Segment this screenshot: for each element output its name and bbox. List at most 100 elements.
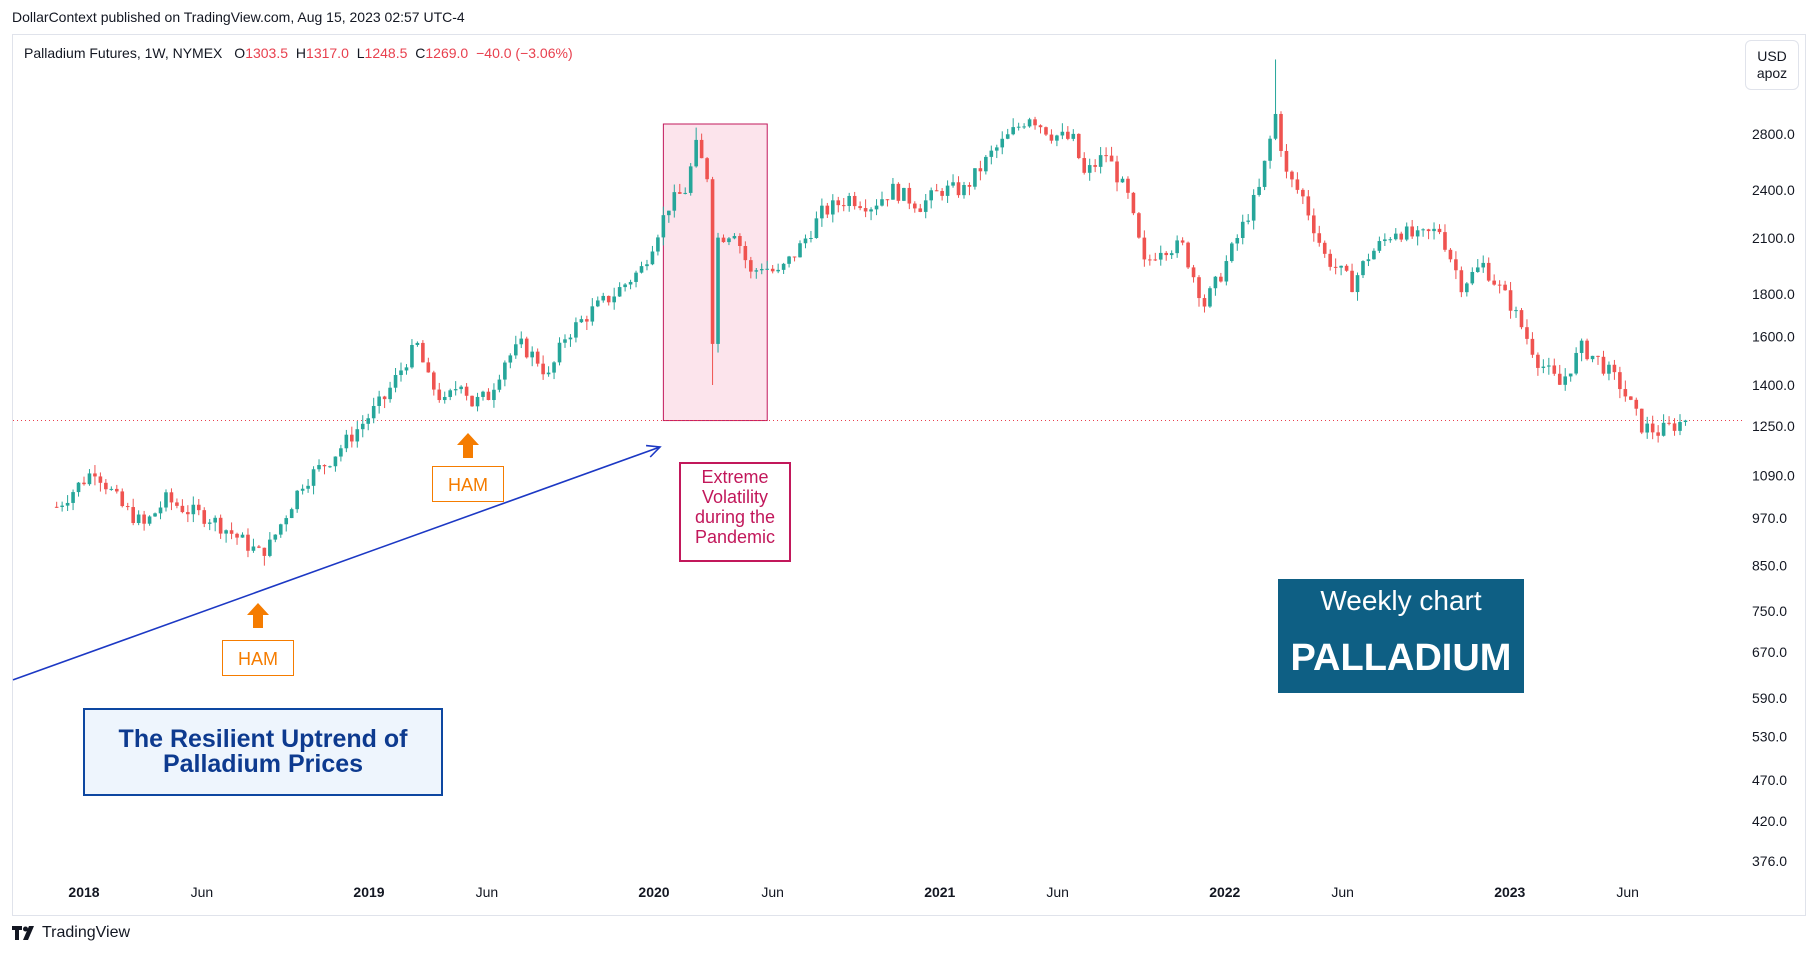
palladium-badge: PALLADIUM — [1278, 623, 1524, 693]
candle — [705, 157, 709, 183]
candle — [1322, 240, 1327, 258]
candle — [1541, 359, 1546, 374]
candle — [1344, 264, 1349, 272]
y-tick-label: 1250.0 — [1752, 418, 1795, 434]
candle — [1027, 117, 1032, 128]
candle — [535, 348, 540, 367]
volatility-callout: Extreme Volatility during the Pandemic — [679, 462, 791, 562]
candle — [65, 495, 70, 511]
candle — [563, 334, 567, 348]
candle — [1683, 419, 1688, 426]
x-tick-label: 2021 — [924, 884, 955, 900]
candle — [672, 184, 677, 218]
candle — [251, 538, 256, 553]
candle — [153, 512, 157, 517]
candle — [858, 201, 862, 211]
candle — [1022, 123, 1026, 129]
candle — [1098, 147, 1103, 174]
candle — [300, 484, 305, 495]
candle — [798, 240, 802, 258]
candle — [1306, 190, 1311, 221]
open-value: 1303.5 — [245, 45, 289, 61]
candle — [1503, 280, 1507, 291]
candle — [1618, 366, 1622, 399]
candle — [240, 532, 245, 538]
candle — [1235, 234, 1240, 251]
candle — [765, 261, 770, 270]
ham-label-2018: HAM — [222, 640, 294, 676]
candle — [595, 296, 600, 308]
candle — [1202, 294, 1207, 313]
candle — [404, 364, 409, 375]
candle — [437, 382, 442, 403]
candle — [1607, 361, 1611, 381]
candle — [1301, 188, 1305, 205]
tradingview-brand: TradingView — [42, 924, 131, 941]
candle — [1186, 241, 1190, 270]
low-value: 1248.5 — [364, 45, 408, 61]
candle — [257, 544, 261, 549]
candle — [131, 498, 135, 526]
x-tick-label: Jun — [1046, 884, 1069, 900]
y-tick-label: 530.0 — [1752, 729, 1787, 745]
candle — [1563, 368, 1568, 391]
candle — [546, 366, 551, 377]
candle — [1601, 350, 1606, 376]
candle — [382, 395, 387, 409]
candle — [623, 283, 627, 292]
y-tick-label: 750.0 — [1752, 603, 1787, 619]
candle — [388, 381, 392, 403]
candle — [852, 191, 857, 210]
candle — [136, 510, 141, 526]
candle — [585, 315, 589, 331]
candle — [186, 505, 190, 523]
candle — [1038, 124, 1043, 134]
candle — [738, 233, 742, 254]
candle — [169, 488, 174, 511]
candle — [426, 357, 431, 373]
low-label: L — [356, 45, 365, 61]
candle — [962, 181, 966, 199]
candle — [1525, 319, 1529, 345]
chart-frame[interactable] — [12, 34, 1806, 916]
candle — [1514, 306, 1518, 318]
candle — [1262, 160, 1267, 191]
candle — [1197, 275, 1201, 307]
candle — [1082, 152, 1087, 175]
candle — [344, 429, 349, 453]
candle — [645, 259, 649, 271]
currency-unit-button[interactable]: USD apoz — [1745, 40, 1799, 90]
candle — [1366, 253, 1371, 267]
candle — [415, 341, 420, 347]
candle — [71, 489, 75, 511]
candle — [1011, 118, 1015, 136]
candle — [606, 295, 611, 306]
tradingview-logo[interactable]: TradingView — [12, 924, 130, 942]
candle — [120, 488, 125, 508]
candle — [863, 199, 868, 218]
candle — [732, 233, 737, 240]
candle — [601, 292, 606, 303]
candle — [1137, 211, 1141, 239]
candle — [366, 413, 371, 431]
candle — [1410, 219, 1414, 239]
candle — [814, 211, 819, 239]
candle — [1454, 251, 1458, 280]
candle — [1224, 255, 1229, 286]
candle — [1257, 178, 1261, 197]
candle — [825, 202, 830, 218]
candle — [710, 176, 715, 385]
candle — [1355, 272, 1360, 301]
candle — [1126, 176, 1130, 199]
candle — [306, 479, 310, 493]
candle — [1350, 263, 1354, 293]
candle — [1000, 131, 1005, 155]
candle — [667, 210, 671, 223]
close-label: C — [415, 45, 426, 61]
candle — [492, 383, 496, 408]
candle — [442, 391, 447, 404]
candle — [541, 355, 545, 380]
candle — [481, 390, 485, 401]
candle — [421, 340, 425, 363]
